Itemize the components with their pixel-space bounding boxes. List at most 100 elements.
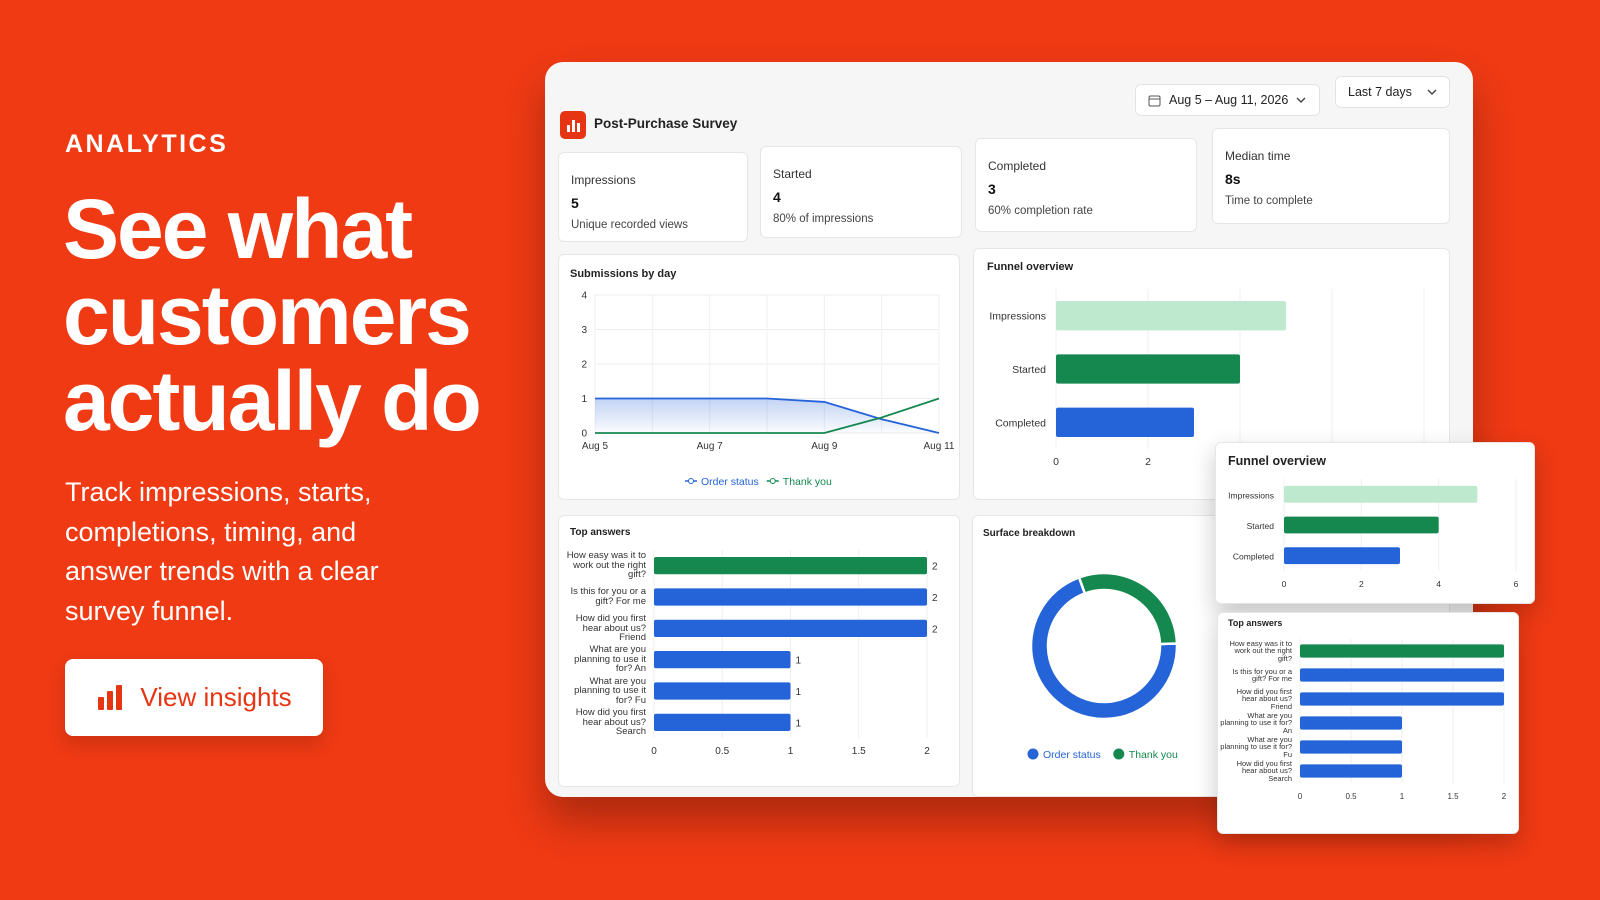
date-range-picker[interactable]: Aug 5 – Aug 11, 2026 [1135,84,1320,116]
x-tick-label: 2 [1502,792,1507,801]
x-tick-label: 2 [924,746,930,757]
bar [1284,547,1400,565]
chart-title: Top answers [1228,618,1282,628]
x-tick-label: 4 [1436,579,1441,589]
bar [654,557,927,575]
app-icon-graphic [567,120,580,132]
pie-slice [1077,571,1179,646]
y-tick-label: How did you first hear about us? Search [1236,759,1292,783]
bar [654,619,927,637]
kpi-note: Unique recorded views [571,219,688,231]
data-label: 2 [932,593,938,604]
data-label: 1 [796,687,802,698]
x-tick-label: 6 [1514,579,1519,589]
line [595,397,940,434]
kpi-card: Completed 3 60% completion rate [975,138,1197,232]
period: Last 7 days [1348,85,1412,99]
chart: Funnel overview 0 2 4 6 Impressions Started Com… [1228,454,1519,589]
x-tick-label: 0 [651,746,657,757]
legend-label: Order status [701,476,759,488]
legend-swatch [1027,748,1039,760]
category-label-box: How did you first hear about us? Search [1236,759,1292,783]
legend-label: Order status [1043,749,1101,761]
legend-swatch [688,478,694,484]
data-label: 2 [932,624,938,635]
x-tick-label: 1 [788,746,794,757]
legend-label: Thank you [783,476,832,488]
eyebrow: ANALYTICS [65,130,229,158]
bar [1056,354,1240,384]
chart: Top answers 0 0.5 1 1.5 2 How easy was it to w… [1220,618,1507,801]
x-tick-label: 1.5 [852,746,866,757]
y-tick-label: What are you planning to use it for? Fu [1220,735,1292,759]
period-select[interactable]: Last 7 days [1335,76,1450,108]
chart-card: Top answers 0 0.5 1 1.5 2 2 How easy was it to … [558,515,960,787]
pie-slice [1029,575,1179,721]
chart-card: Funnel overview 0 2 4 6 Impressions Started Com… [1215,442,1535,604]
calendar-icon [1148,95,1161,106]
chart-title: Top answers [570,527,631,538]
bar [654,713,791,731]
x-tick-label: 0 [1298,792,1303,801]
kpi-value: 4 [773,189,781,205]
x-tick-label: Aug 5 [582,441,609,452]
bar [1056,407,1194,437]
chart: Surface breakdown Order status Thank you [983,528,1179,761]
x-tick-label: Aug 9 [811,441,838,452]
y-tick-label: Is this for you or a gift? For me [1232,666,1292,683]
bar [1284,516,1439,534]
bar [1300,764,1402,778]
category-label-box: How easy was it to work out the right gi… [567,551,646,580]
data-label: 1 [796,718,802,729]
line [595,397,940,434]
data-label: 2 [932,562,938,573]
bar [1284,485,1478,503]
category-label-box: How did you first hear about us? Search [576,708,646,737]
bar [1300,668,1504,682]
kpi-value: 8s [1225,171,1241,187]
category-label-box: What are you planning to use it for? Fu [1220,735,1292,759]
dashboard-title: Post-Purchase Survey [594,116,738,131]
x-tick-label: 1 [1400,792,1405,801]
y-tick-label: What are you planning to use it for? Fu [574,675,646,706]
category-label-box: Is this for you or a gift? For me [1232,666,1292,683]
chart-icon [98,684,123,710]
date-range: Aug 5 – Aug 11, 2026 [1169,93,1289,107]
y-tick-label: 3 [581,325,587,336]
y-tick-label: Impressions [1228,490,1274,500]
legend-swatch [1113,748,1125,760]
kpi-label: Median time [1225,149,1291,163]
category-label-box: What are you planning to use it for? Fu [574,675,646,706]
kpi-note: 60% completion rate [988,205,1093,217]
y-tick-label: What are you planning to use it for? An [574,644,646,675]
bar [1056,301,1286,331]
cta-button[interactable]: View insights [65,659,323,736]
cta-label[interactable]: View insights [140,682,292,712]
chevron [1296,97,1306,103]
y-tick-label: 0 [581,429,587,440]
bar [1300,692,1504,706]
y-tick-label: 2 [581,360,587,371]
y-tick-label: Completed [995,417,1046,429]
kpi-value: 5 [571,195,579,211]
x-tick-label: 0 [1282,579,1287,589]
x-tick-label: Aug 7 [697,441,724,452]
x-tick-label: 1.5 [1447,792,1459,801]
chart-card: Submissions by day 0 1 2 3 4 Aug 5 Aug 7 Aug 9 Au… [558,254,960,500]
legend-label: Thank you [1129,749,1178,761]
y-tick-label: Completed [1233,552,1274,562]
kpi-label: Impressions [571,173,636,187]
kpi-card: Median time 8s Time to complete [1212,128,1450,224]
chart-title: Funnel overview [987,261,1074,273]
chart: Submissions by day 0 1 2 3 4 Aug 5 Aug 7 Aug 9 Au… [570,268,955,488]
chart: Top answers 0 0.5 1 1.5 2 2 How easy was it to … [567,527,938,757]
chart-title: Submissions by day [570,268,677,280]
category-label-box: How easy was it to work out the right gi… [1229,640,1292,663]
data-label: 1 [796,656,802,667]
bar [1300,716,1402,730]
bar [1300,740,1402,754]
kpi-card: Started 4 80% of impressions [760,146,962,238]
category-label-box: What are you planning to use it for? An [574,644,646,675]
